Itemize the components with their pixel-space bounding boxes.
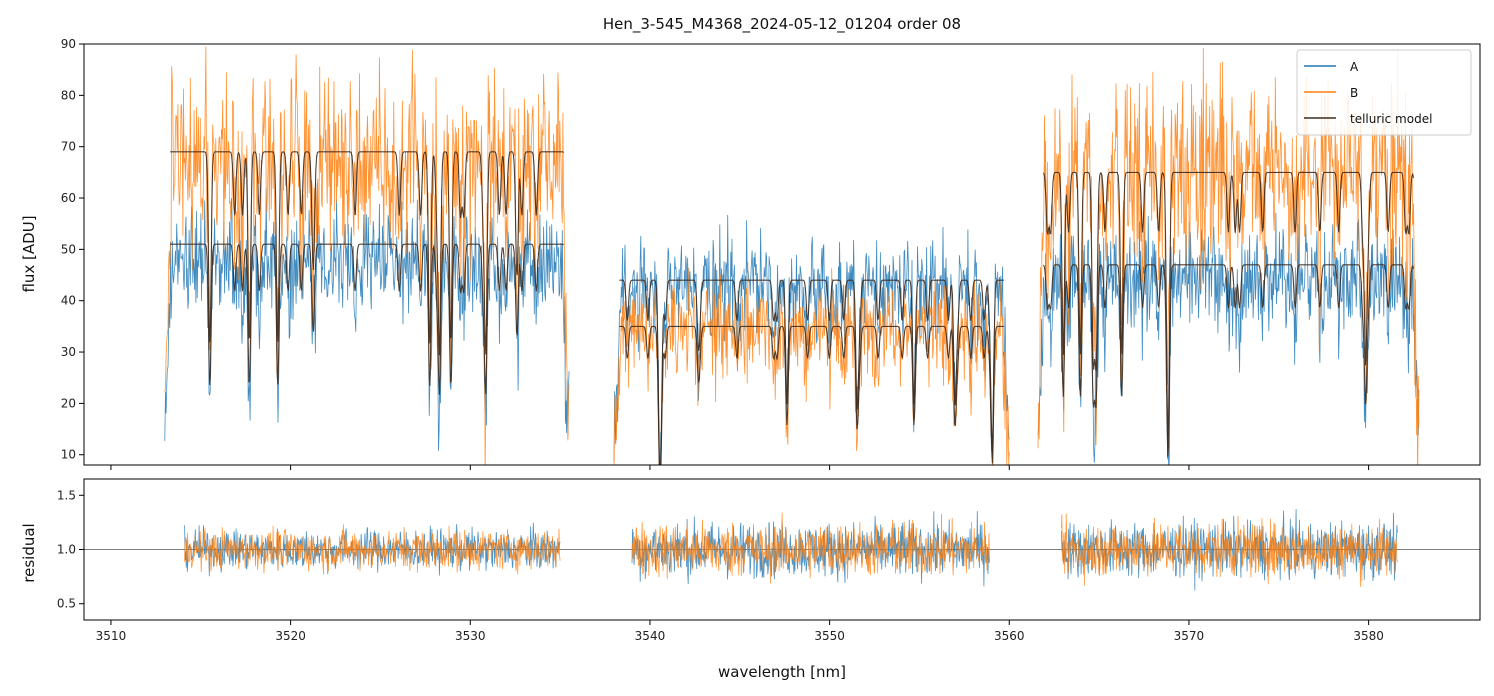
x-tick-label: 3560 — [994, 629, 1025, 643]
telluric-model-a-segment-1 — [170, 243, 564, 395]
telluric-model-b-segment-3 — [1042, 171, 1415, 439]
residual-b-segment-1 — [184, 524, 561, 575]
top-y-ticks: 10 20 30 40 50 60 70 80 90 — [61, 37, 84, 462]
y-tick-label: 60 — [61, 191, 76, 205]
legend: A B telluric model — [1296, 49, 1472, 136]
x-tick-label: 3520 — [275, 629, 306, 643]
x-tick-label: 3540 — [635, 629, 666, 643]
residual-b-segment-3 — [1061, 513, 1398, 587]
spectrum-b-segment-2 — [613, 261, 1010, 465]
x-tick-label: 3510 — [96, 629, 127, 643]
telluric-model-a-segment-2 — [619, 279, 1004, 465]
top-x-ticks — [110, 465, 1370, 470]
y-tick-label: 80 — [61, 88, 76, 102]
y-tick-label: 20 — [61, 396, 76, 410]
y-tick-label: 50 — [61, 242, 76, 256]
x-axis-label: wavelength [nm] — [718, 663, 846, 681]
top-y-axis-label: flux [ADU] — [20, 215, 38, 292]
y-tick-label: 40 — [61, 294, 76, 308]
legend-box — [1296, 49, 1472, 136]
bottom-y-ticks: 0.5 1.0 1.5 — [57, 488, 84, 611]
bottom-x-ticks: 3510 3520 3530 3540 3550 3560 3570 3580 — [96, 620, 1384, 643]
telluric-model-b-segment-2 — [619, 325, 1004, 465]
x-tick-label: 3570 — [1174, 629, 1205, 643]
residual-b-segment-2 — [631, 512, 990, 584]
y-tick-label: 1.5 — [57, 488, 76, 502]
top-plot-area — [164, 46, 1420, 465]
telluric-model-b-segment-1 — [170, 151, 565, 356]
bottom-y-axis-label: residual — [20, 523, 38, 582]
y-tick-label: 90 — [61, 37, 76, 51]
y-tick-label: 1.0 — [57, 543, 76, 557]
chart-title: Hen_3-545_M4368_2024-05-12_01204 order 0… — [603, 15, 961, 34]
top-panel: 10 20 30 40 50 60 70 80 90 flux [ADU] A B tellur… — [20, 37, 1481, 470]
spectrum-a-segment-3 — [1037, 212, 1420, 465]
top-axes-frame — [83, 43, 1481, 466]
y-tick-label: 70 — [61, 140, 76, 154]
bottom-panel: 0.51.01.5 3510 3520 3530 3540 3550 3560 3570 35… — [20, 478, 1481, 681]
y-tick-label: 10 — [61, 448, 76, 462]
legend-label-b: B — [1350, 86, 1358, 100]
bottom-plot-area — [84, 508, 1480, 591]
spectrum-b-segment-1 — [164, 46, 570, 465]
legend-label-a: A — [1350, 60, 1359, 74]
x-tick-label: 3530 — [455, 629, 486, 643]
telluric-model-a-segment-3 — [1042, 264, 1415, 457]
legend-label-model: telluric model — [1350, 112, 1432, 126]
x-tick-label: 3550 — [814, 629, 845, 643]
spectrum-a-segment-2 — [613, 214, 1010, 465]
y-tick-label: 0.5 — [57, 597, 76, 611]
x-tick-label: 3580 — [1353, 629, 1384, 643]
spectrum-a-segment-1 — [164, 183, 570, 452]
y-tick-label: 30 — [61, 345, 76, 359]
